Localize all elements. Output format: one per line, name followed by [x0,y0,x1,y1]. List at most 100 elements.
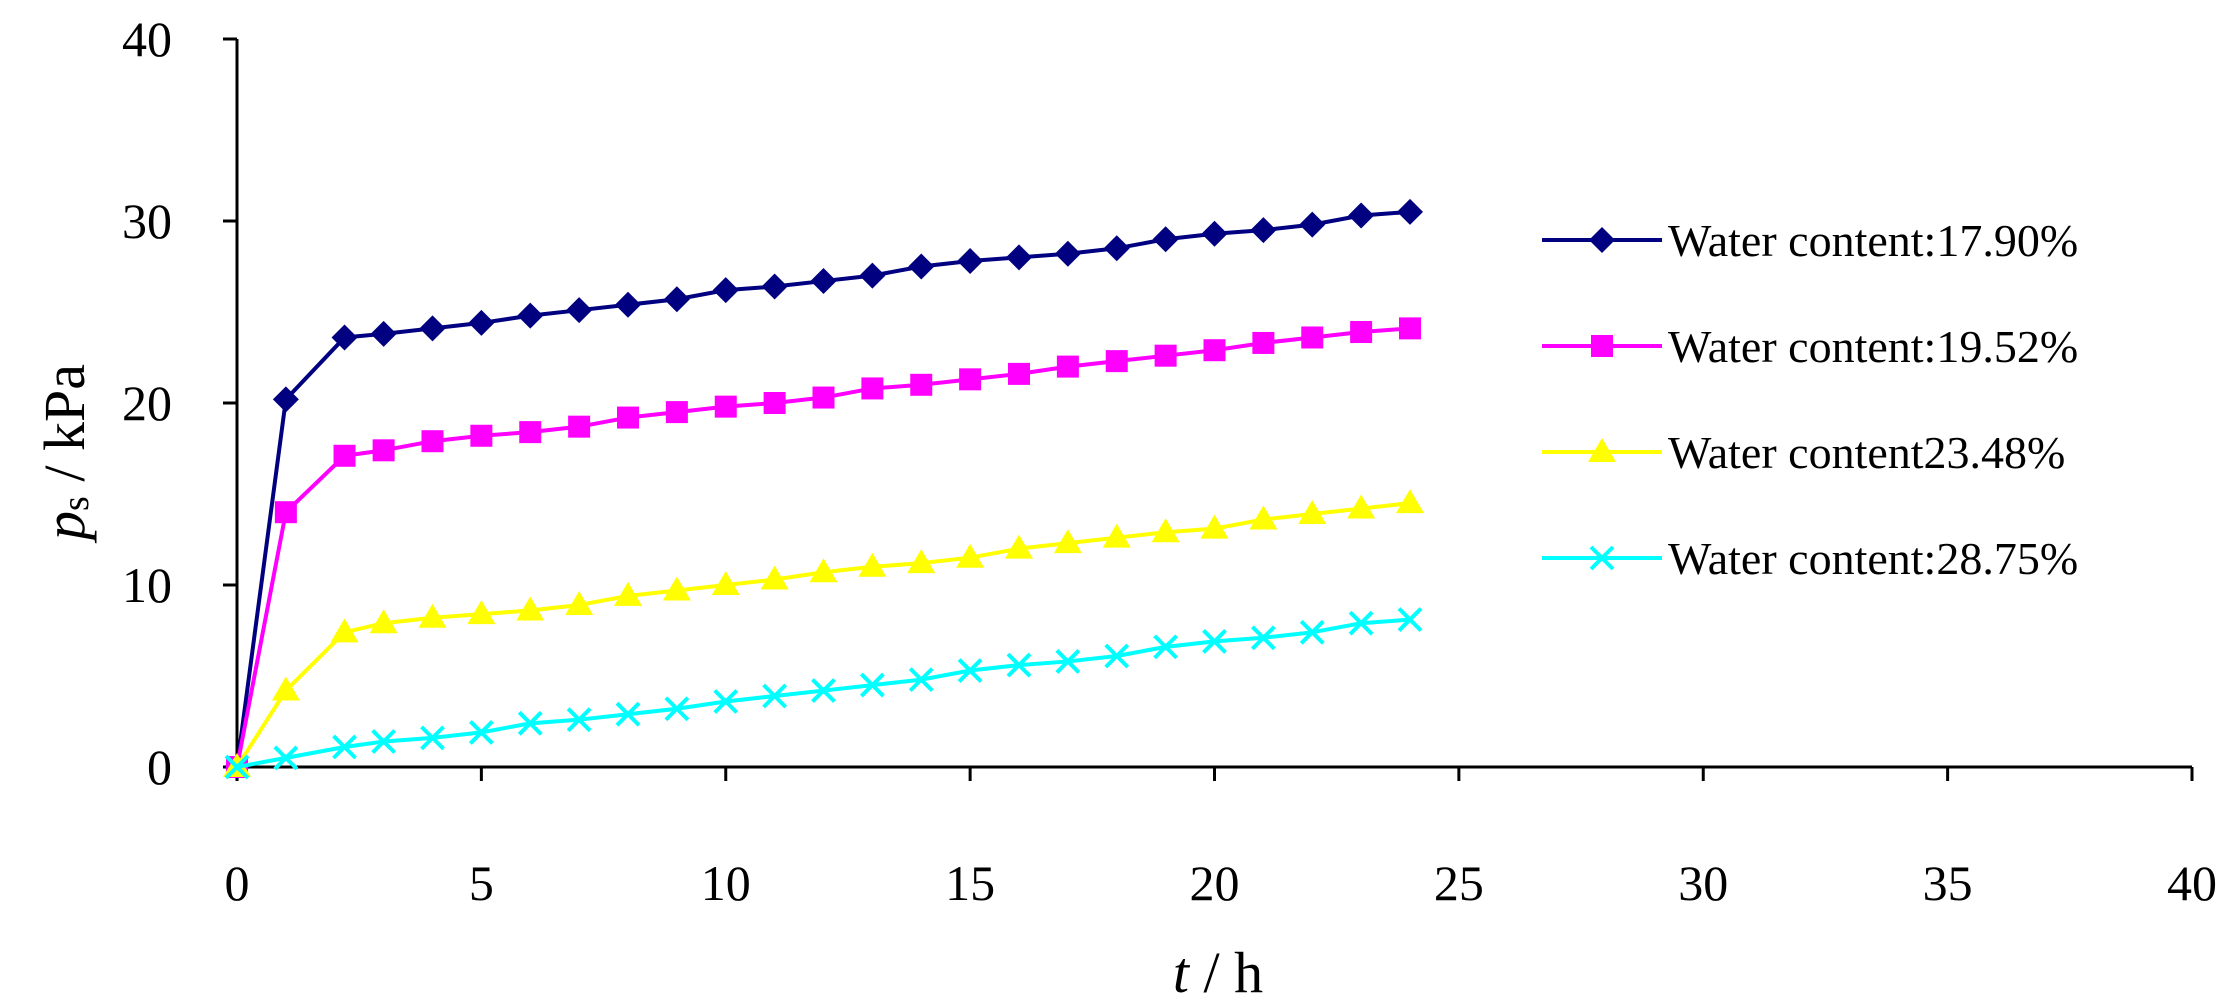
data-point [763,392,786,414]
data-point [957,658,983,683]
legend-item-1: Water content:17.90% [1542,215,2078,266]
data-point [1397,198,1423,225]
data-point [859,672,885,698]
data-point [330,618,359,643]
x-tick-label: 35 [1923,855,1973,911]
data-point [272,386,299,413]
data-point [858,552,887,577]
series-layer [223,198,1424,780]
data-point [1201,220,1228,247]
data-point [1252,331,1275,354]
x-tick-label: 40 [2167,855,2217,911]
data-point [1006,244,1032,271]
data-point [517,710,543,736]
data-point [419,315,446,342]
axes: 0 5 10 15 20 25 30 35 40 0 10 20 30 40 [122,11,2217,911]
data-point [1250,217,1277,244]
data-point [519,421,542,444]
data-point [331,324,358,351]
data-point [1105,350,1128,373]
data-point [1104,643,1130,669]
data-point [714,395,737,418]
data-point [274,501,297,524]
x-axis-title: t / h [1173,940,1263,1005]
data-point [1396,489,1424,514]
data-point [271,676,300,701]
data-point [421,430,444,453]
data-point [1151,518,1180,543]
x-tick-label: 20 [1190,855,1240,911]
data-point [332,734,357,760]
y-tick-label: 10 [122,557,172,613]
data-point [1348,202,1375,229]
data-point [1103,235,1130,262]
data-point [371,729,397,754]
data-point [1008,362,1030,385]
data-point [470,424,493,447]
data-point [1397,607,1423,632]
data-point [1102,523,1131,548]
data-point [565,591,594,616]
data-point [1200,514,1229,539]
data-point [1006,652,1032,678]
data-point [1399,317,1421,340]
x-tick-label: 5 [469,855,494,911]
x-tick-label: 10 [701,855,751,911]
series-3 [223,489,1424,777]
data-point [467,600,496,625]
y-tick-label: 30 [122,193,172,249]
data-point [1299,619,1325,645]
data-point [812,386,835,409]
y-tick-label: 40 [122,11,172,67]
data-point [908,253,935,280]
data-point [811,678,836,703]
data-point [517,302,544,329]
data-point [615,291,641,318]
series-2 [226,317,1421,778]
data-point [372,439,395,462]
data-point [861,377,884,400]
data-point [566,707,592,733]
data-point [1202,629,1227,654]
data-point [617,406,639,429]
data-point [713,689,739,714]
data-point [273,745,299,771]
data-point [566,297,593,324]
x-tick-label: 0 [225,855,250,911]
data-point [809,558,838,583]
legend-marker [1589,227,1615,253]
data-point [663,286,690,313]
x-tick-label: 25 [1434,855,1484,911]
data-point [568,415,591,438]
y-tick-label: 20 [122,375,172,431]
legend-label: Water content:28.75% [1668,533,2078,584]
data-point [468,720,494,745]
data-point [1054,240,1081,267]
data-point [907,549,936,574]
legend-item-4: Water content:28.75% [1542,533,2078,584]
data-point [1056,355,1079,378]
data-point [1203,339,1226,362]
data-point [1350,321,1373,344]
series-line [235,209,1411,768]
legend: Water content:17.90% Water content:19.52%… [1542,215,2078,584]
data-point [333,444,356,467]
series-4 [224,607,1423,780]
data-point [910,373,933,396]
data-point [810,268,837,295]
data-point [1299,211,1326,238]
y-tick-label: 0 [147,739,172,795]
data-point [418,603,447,628]
data-point [1249,505,1278,530]
legend-marker [1591,335,1613,357]
data-point [370,320,397,347]
data-point [1153,634,1179,660]
data-point [1055,649,1081,674]
data-point [662,576,691,601]
data-point [760,565,789,590]
data-point [468,309,495,336]
data-point [665,401,688,424]
data-point [516,596,545,621]
data-point [1298,500,1327,525]
